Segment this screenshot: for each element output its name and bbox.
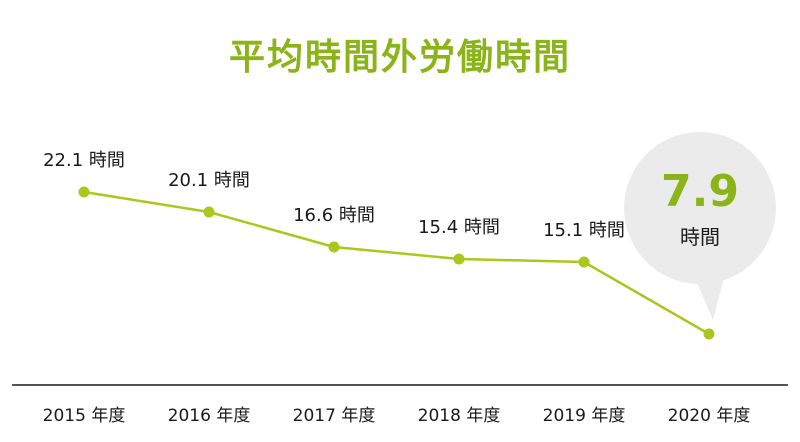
data-label: 16.6 時間 — [293, 205, 375, 226]
data-point — [453, 253, 465, 265]
data-point-layer — [78, 186, 715, 340]
callout-layer: 7.9 時間 — [624, 132, 776, 320]
data-point — [578, 256, 590, 268]
callout-value: 7.9 — [661, 166, 739, 217]
callout-circle — [624, 132, 776, 284]
x-tick-label: 2015 年度 — [43, 406, 126, 426]
x-tick-label: 2016 年度 — [168, 406, 251, 426]
callout-bubble: 7.9 時間 — [624, 132, 776, 320]
data-point — [328, 241, 340, 253]
x-tick-label: 2019 年度 — [543, 406, 626, 426]
x-tick-label: 2020 年度 — [668, 406, 751, 426]
series-line-layer — [83, 190, 710, 336]
data-label: 20.1 時間 — [168, 170, 250, 191]
series-line — [83, 190, 710, 336]
data-point — [78, 186, 90, 198]
x-tick-label: 2017 年度 — [293, 406, 376, 426]
callout-pointer — [694, 270, 726, 320]
data-point — [203, 206, 215, 218]
data-label: 15.4 時間 — [418, 217, 500, 238]
data-label: 15.1 時間 — [543, 220, 625, 241]
callout-unit: 時間 — [680, 225, 720, 249]
x-axis: 2015 年度 2016 年度 2017 年度 2018 年度 2019 年度 2020 … — [12, 384, 788, 426]
data-label: 22.1 時間 — [43, 150, 125, 171]
data-point — [703, 328, 715, 340]
data-label-layer: 22.1 時間 20.1 時間 16.6 時間 15.4 時間 15.1 時間 — [43, 150, 625, 241]
chart-title: 平均時間外労働時間 — [228, 37, 571, 78]
x-tick-label: 2018 年度 — [418, 406, 501, 426]
